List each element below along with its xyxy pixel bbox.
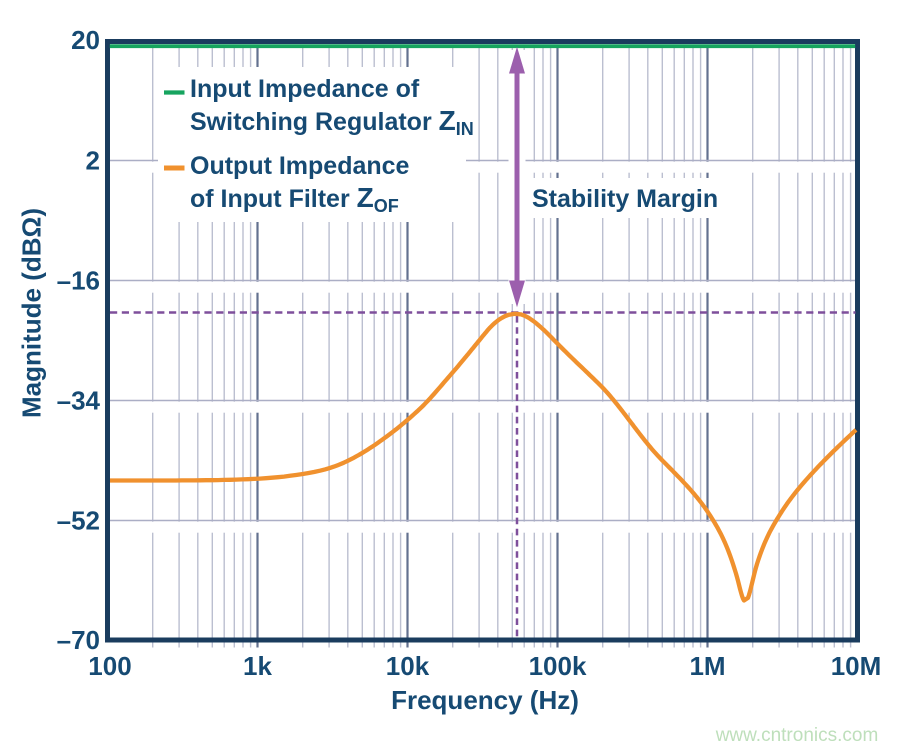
- svg-text:10M: 10M: [831, 651, 882, 681]
- svg-text:Switching Regulator ZIN: Switching Regulator ZIN: [190, 105, 474, 139]
- svg-text:–52: –52: [57, 506, 100, 536]
- svg-text:10k: 10k: [386, 651, 430, 681]
- svg-text:20: 20: [71, 25, 100, 55]
- svg-text:2: 2: [86, 146, 100, 176]
- svg-text:Output Impedance: Output Impedance: [190, 152, 410, 180]
- svg-text:–70: –70: [57, 625, 100, 655]
- svg-text:Magnitude (dBΩ): Magnitude (dBΩ): [17, 208, 47, 418]
- svg-text:100: 100: [88, 651, 131, 681]
- svg-text:1k: 1k: [243, 651, 272, 681]
- svg-text:–34: –34: [57, 386, 101, 416]
- svg-text:Input Impedance of: Input Impedance of: [190, 75, 420, 103]
- svg-text:100k: 100k: [529, 651, 587, 681]
- svg-text:1M: 1M: [689, 651, 725, 681]
- svg-text:Frequency (Hz): Frequency (Hz): [391, 685, 579, 715]
- svg-text:of Input Filter ZOF: of Input Filter ZOF: [190, 182, 399, 216]
- svg-text:www.cntronics.com: www.cntronics.com: [715, 725, 879, 746]
- svg-text:–16: –16: [57, 266, 100, 296]
- svg-text:Stability Margin: Stability Margin: [532, 185, 718, 213]
